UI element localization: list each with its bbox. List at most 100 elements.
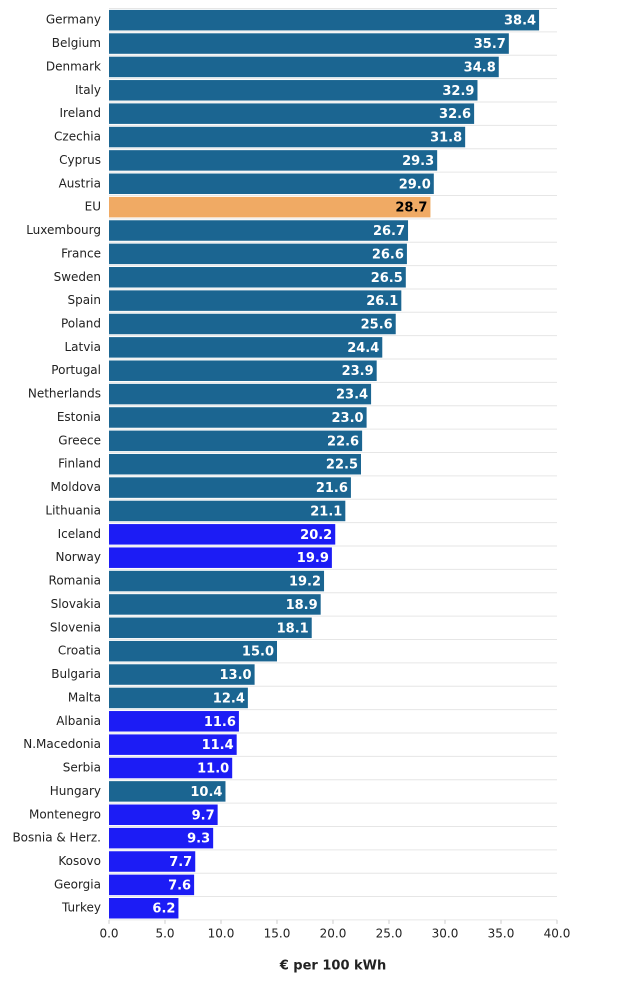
value-label: 18.1 bbox=[277, 621, 309, 636]
y-tick-label: France bbox=[61, 246, 101, 260]
value-label: 31.8 bbox=[430, 131, 462, 146]
y-tick-label: Latvia bbox=[64, 340, 101, 354]
y-tick-label: Turkey bbox=[61, 901, 101, 915]
value-label: 9.7 bbox=[192, 808, 215, 823]
bar bbox=[109, 126, 466, 148]
y-tick-label: Sweden bbox=[54, 270, 101, 284]
bar bbox=[109, 407, 367, 428]
x-tick-label: 35.0 bbox=[488, 927, 515, 941]
value-label: 11.0 bbox=[197, 762, 229, 777]
y-tick-label: Italy bbox=[75, 83, 101, 97]
bar bbox=[109, 734, 237, 755]
y-tick-label: EU bbox=[85, 200, 101, 214]
y-tick-label: Norway bbox=[55, 550, 101, 564]
y-tick-label: Slovenia bbox=[50, 620, 101, 634]
bar bbox=[109, 383, 372, 405]
value-label: 26.1 bbox=[366, 294, 398, 309]
value-label: 22.5 bbox=[326, 458, 358, 473]
value-label: 19.2 bbox=[289, 575, 321, 590]
bar bbox=[109, 477, 351, 498]
y-tick-label: Germany bbox=[46, 13, 101, 27]
value-label: 29.3 bbox=[402, 154, 434, 169]
value-label: 15.0 bbox=[242, 645, 274, 660]
bar bbox=[109, 617, 312, 639]
value-label: 26.6 bbox=[372, 247, 404, 262]
y-tick-label: Spain bbox=[67, 293, 101, 307]
y-tick-label: Moldova bbox=[51, 480, 101, 494]
x-tick-label: 20.0 bbox=[320, 927, 347, 941]
y-tick-label: Kosovo bbox=[58, 854, 101, 868]
bar bbox=[109, 453, 361, 475]
value-label: 11.4 bbox=[202, 738, 234, 753]
y-tick-label: Georgia bbox=[54, 877, 101, 891]
bar bbox=[109, 33, 509, 54]
value-label: 12.4 bbox=[213, 691, 245, 706]
bar bbox=[109, 243, 407, 265]
bar bbox=[109, 220, 409, 241]
bar bbox=[109, 430, 363, 452]
y-tick-label: Lithuania bbox=[45, 503, 101, 517]
value-label: 11.6 bbox=[204, 715, 236, 730]
bar bbox=[109, 290, 402, 311]
y-tick-label: Denmark bbox=[46, 59, 101, 73]
y-tick-label: Czechia bbox=[54, 130, 101, 144]
y-tick-label: Netherlands bbox=[28, 387, 101, 401]
bar bbox=[109, 80, 478, 101]
value-label: 19.9 bbox=[297, 551, 329, 566]
value-label: 23.4 bbox=[336, 388, 368, 403]
bar bbox=[109, 781, 226, 802]
bar bbox=[109, 711, 239, 732]
value-label: 26.7 bbox=[373, 224, 405, 239]
y-tick-label: Romania bbox=[49, 574, 101, 588]
value-label: 32.6 bbox=[439, 107, 471, 122]
y-tick-label: Croatia bbox=[58, 644, 101, 658]
value-label: 20.2 bbox=[300, 528, 332, 543]
bar bbox=[109, 9, 540, 31]
bar bbox=[109, 173, 434, 195]
x-tick-label: 25.0 bbox=[376, 927, 403, 941]
bar bbox=[109, 267, 406, 288]
y-tick-label: Luxembourg bbox=[26, 223, 101, 237]
value-label: 35.7 bbox=[474, 37, 506, 52]
y-tick-label: Iceland bbox=[58, 527, 101, 541]
value-label: 21.1 bbox=[310, 504, 342, 519]
x-tick-label: 0.0 bbox=[99, 927, 118, 941]
y-tick-label: Serbia bbox=[63, 761, 101, 775]
bar bbox=[109, 757, 233, 779]
y-tick-label: Ireland bbox=[59, 106, 101, 120]
value-label: 7.7 bbox=[169, 855, 192, 870]
y-tick-label: Cyprus bbox=[59, 153, 101, 167]
value-label: 10.4 bbox=[190, 785, 222, 800]
bar bbox=[109, 874, 195, 896]
bar bbox=[109, 360, 377, 381]
y-tick-label: Portugal bbox=[51, 363, 101, 377]
x-tick-label: 10.0 bbox=[208, 927, 235, 941]
bar bbox=[109, 804, 218, 826]
value-label: 34.8 bbox=[464, 60, 496, 75]
value-label: 28.7 bbox=[395, 201, 427, 216]
y-tick-label: Greece bbox=[58, 433, 101, 447]
bar bbox=[109, 500, 346, 522]
bar bbox=[109, 150, 438, 171]
x-tick-label: 30.0 bbox=[432, 927, 459, 941]
y-tick-label: Malta bbox=[68, 690, 101, 704]
y-tick-label: N.Macedonia bbox=[23, 737, 101, 751]
bar bbox=[109, 570, 325, 592]
bar bbox=[109, 897, 179, 919]
bar bbox=[109, 547, 332, 568]
x-tick-label: 40.0 bbox=[544, 927, 571, 941]
value-label: 25.6 bbox=[361, 317, 393, 332]
x-tick-label: 15.0 bbox=[264, 927, 291, 941]
bar bbox=[109, 687, 248, 709]
value-label: 22.6 bbox=[327, 434, 359, 449]
y-tick-label: Hungary bbox=[50, 784, 101, 798]
y-tick-label: Austria bbox=[59, 176, 101, 190]
bar bbox=[109, 196, 431, 218]
y-tick-label: Belgium bbox=[52, 36, 101, 50]
bar bbox=[109, 594, 321, 615]
y-tick-label: Montenegro bbox=[29, 807, 101, 821]
x-tick-label: 5.0 bbox=[155, 927, 174, 941]
bar bbox=[109, 103, 475, 124]
value-label: 38.4 bbox=[504, 14, 536, 29]
